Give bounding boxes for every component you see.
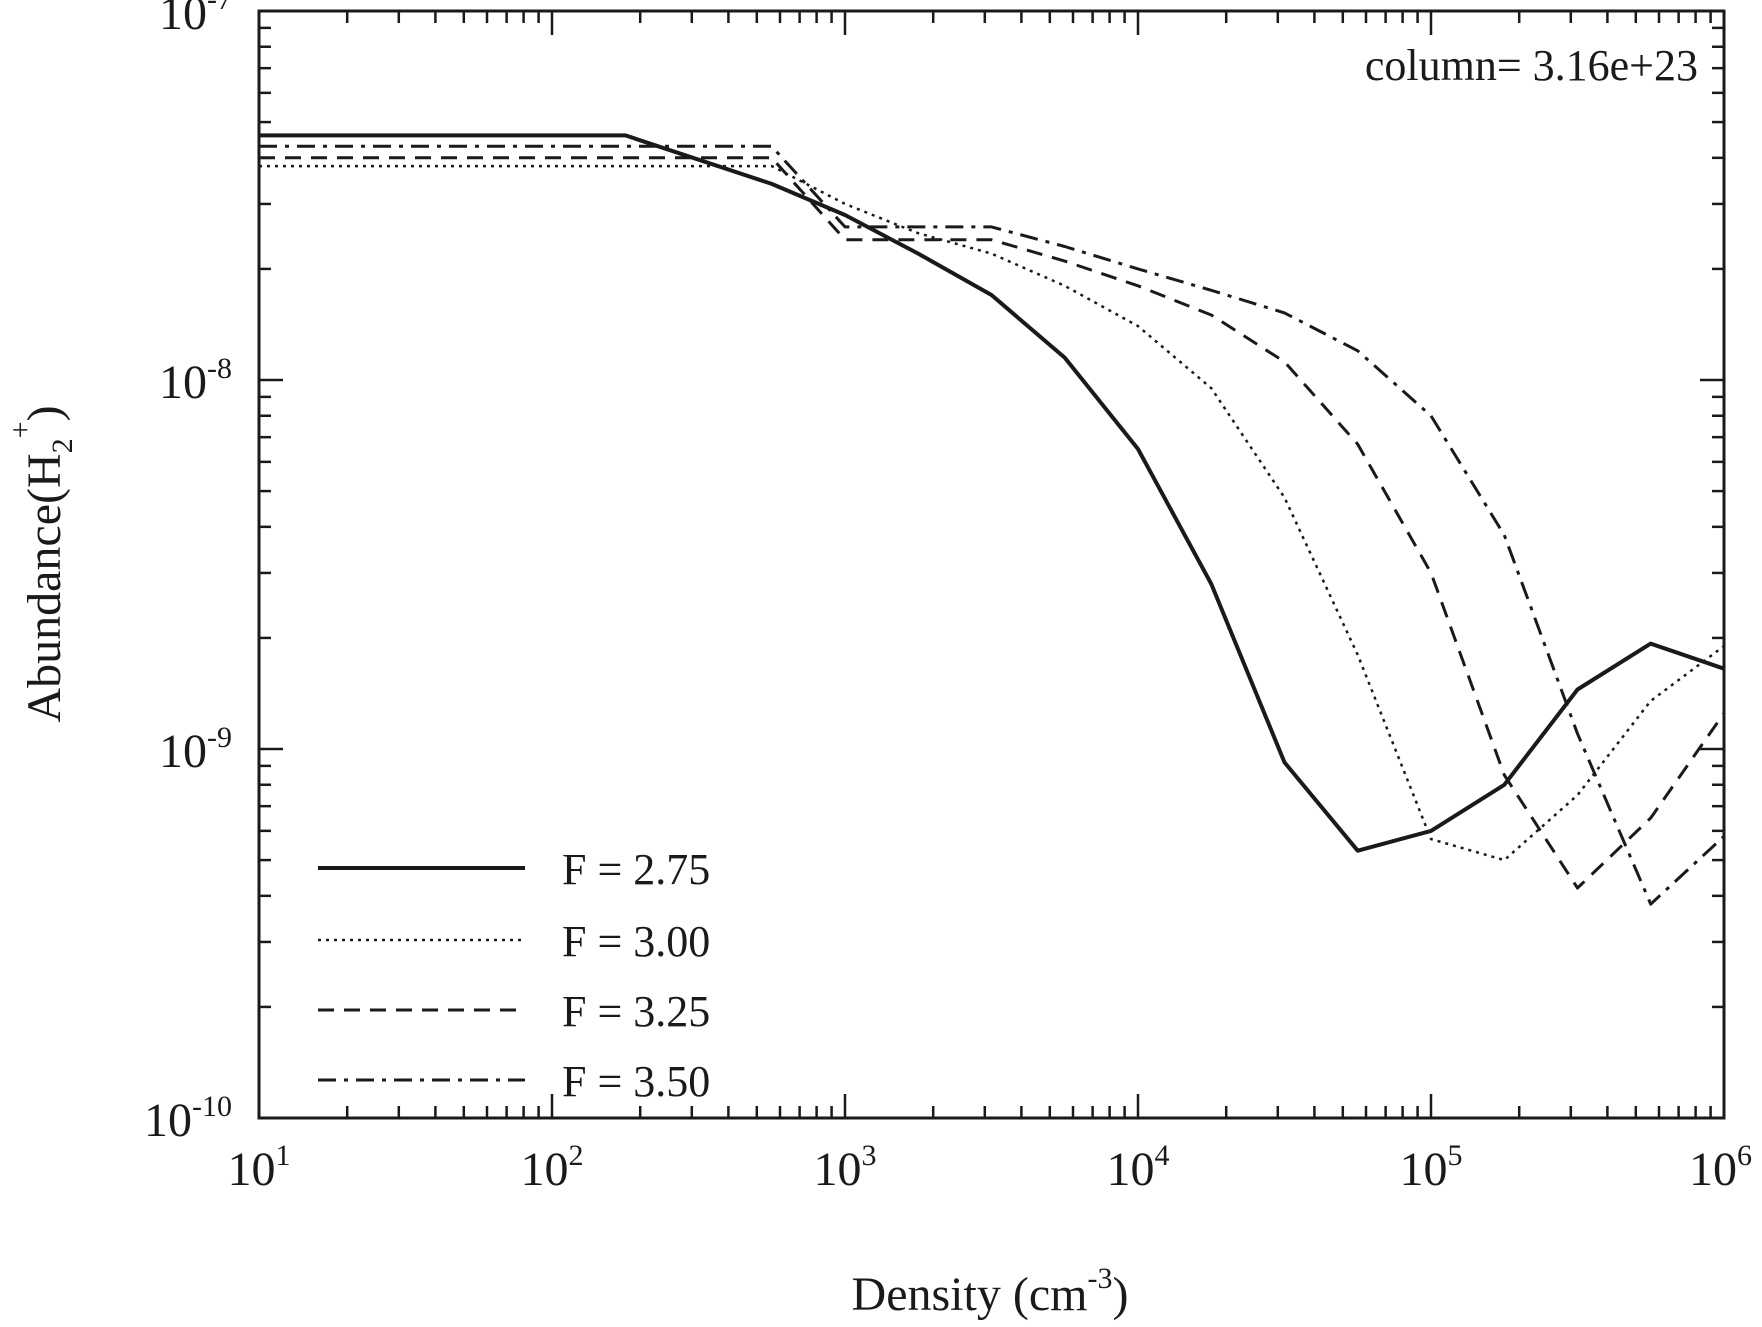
y-axis-title-main: Abundance(H [18, 453, 71, 722]
plot-frame [257, 9, 1726, 1120]
legend-label-2: F = 3.00 [562, 917, 710, 966]
legend-label-1: F = 2.75 [562, 845, 710, 894]
x-axis-title-close: ) [1112, 1268, 1128, 1321]
x-tick-label: 105 [1400, 1139, 1463, 1196]
ticks-group [257, 9, 1726, 1120]
y-tick-label: 10-7 [159, 0, 232, 40]
legend-label-4: F = 3.50 [562, 1057, 710, 1106]
series-line-3 [259, 156, 1726, 890]
x-tick-label: 104 [1107, 1139, 1170, 1196]
legend: F = 2.75 F = 3.00 F = 3.25 F = 3.50 [318, 845, 710, 1106]
y-tick-label: 10-8 [159, 352, 232, 409]
x-tick-label: 102 [521, 1139, 584, 1196]
x-axis-title: Density (cm-3) [852, 1262, 1129, 1321]
x-tick-label: 106 [1689, 1139, 1752, 1196]
legend-label-3: F = 3.25 [562, 987, 710, 1036]
x-axis-title-main: Density (cm [852, 1268, 1088, 1321]
y-axis-title-sub: 2 [46, 438, 79, 453]
y-axis-title-close: ) [18, 405, 71, 421]
tick-labels-group: 101 102 103 104 105 106 10-10 10-9 10-8 10-7 [144, 0, 1752, 1196]
series-line-4 [259, 144, 1726, 906]
y-tick-label: 10-10 [144, 1090, 232, 1147]
x-tick-label: 101 [228, 1139, 291, 1196]
series-line-2 [259, 164, 1725, 862]
y-axis-title-sup: + [4, 421, 37, 438]
y-tick-label: 10-9 [159, 721, 232, 778]
x-tick-label: 103 [814, 1139, 877, 1196]
series-line-1 [259, 133, 1725, 853]
x-axis-title-sup: -3 [1087, 1262, 1112, 1295]
series-group [259, 133, 1726, 906]
y-axis-title: Abundance(H2 +) [4, 405, 79, 722]
annotation-text: column= 3.16e+23 [1365, 41, 1698, 90]
